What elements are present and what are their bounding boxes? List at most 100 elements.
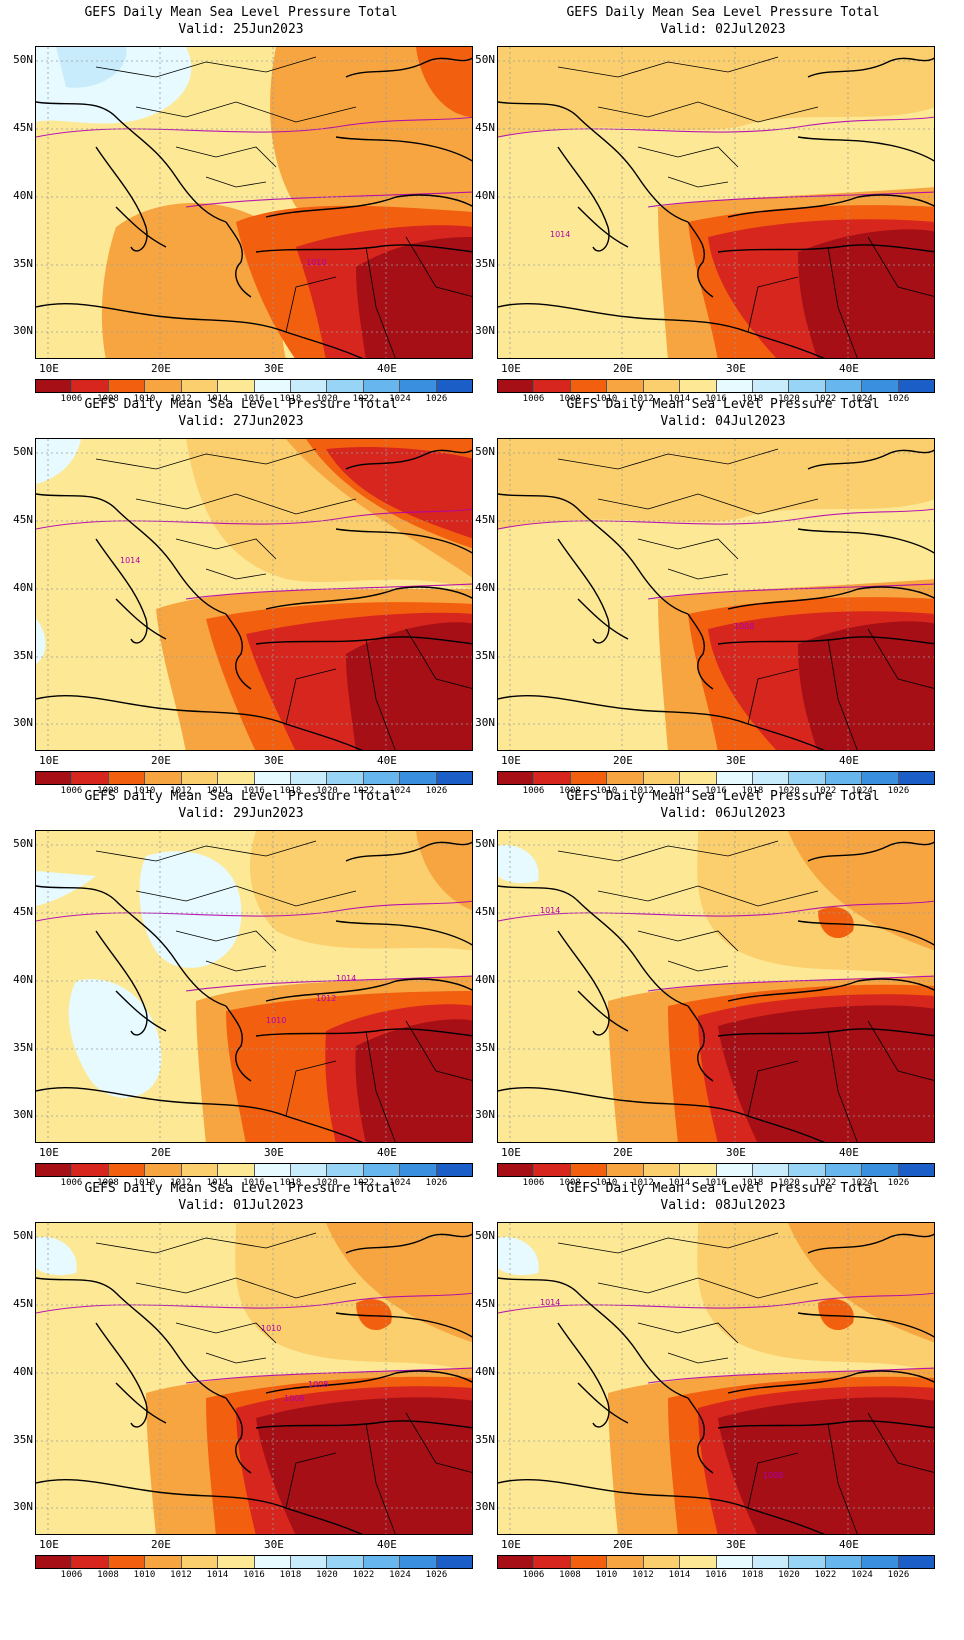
colorbar-swatch bbox=[825, 772, 863, 784]
lat-label: 40N bbox=[475, 973, 495, 986]
map-panel: GEFS Daily Mean Sea Level Pressure Total… bbox=[0, 0, 482, 410]
colorbar-label: 1020 bbox=[778, 786, 800, 796]
lon-label: 20E bbox=[613, 1146, 633, 1159]
colorbar-swatch bbox=[327, 380, 364, 392]
colorbar bbox=[497, 379, 935, 393]
colorbar-swatch bbox=[498, 1556, 535, 1568]
colorbar-label: 1024 bbox=[389, 394, 411, 404]
lon-label: 30E bbox=[264, 362, 284, 375]
colorbar-label: 1008 bbox=[97, 1178, 119, 1188]
lat-label: 30N bbox=[475, 716, 495, 729]
colorbar-swatch bbox=[254, 1556, 291, 1568]
contour-label: 1008 bbox=[284, 1394, 304, 1403]
colorbar-label: 1014 bbox=[206, 1178, 229, 1188]
lat-label: 35N bbox=[475, 1041, 495, 1054]
lon-label: 10E bbox=[39, 1538, 59, 1551]
map-panel: GEFS Daily Mean Sea Level Pressure Total… bbox=[475, 784, 964, 1194]
lon-label: 10E bbox=[501, 362, 521, 375]
lon-label: 20E bbox=[613, 362, 633, 375]
colorbar-swatch bbox=[862, 380, 899, 392]
colorbar-swatch bbox=[400, 1164, 437, 1176]
colorbar-swatch bbox=[789, 380, 826, 392]
colorbar-label: 1006 bbox=[522, 1178, 545, 1188]
colorbar-label: 1016 bbox=[705, 1570, 727, 1580]
colorbar-label: 1014 bbox=[206, 394, 229, 404]
contour-label: 1008 bbox=[734, 622, 754, 631]
colorbar-label: 1016 bbox=[705, 1178, 727, 1188]
colorbar-swatch bbox=[290, 1164, 328, 1176]
colorbar bbox=[35, 1555, 473, 1569]
lon-label: 20E bbox=[151, 362, 171, 375]
map-frame: 1014 bbox=[497, 830, 935, 1143]
colorbar-swatch bbox=[825, 1556, 863, 1568]
colorbar-label: 1026 bbox=[887, 1570, 910, 1580]
lat-label: 30N bbox=[13, 1500, 33, 1513]
contour-label: 1014 bbox=[120, 556, 140, 565]
colorbar-swatch bbox=[643, 1556, 681, 1568]
colorbar bbox=[35, 379, 473, 393]
colorbar-swatch bbox=[643, 772, 681, 784]
map-frame: 1014 1008 bbox=[497, 1222, 935, 1535]
contour-label: 1008 bbox=[308, 1380, 328, 1389]
colorbar-swatch bbox=[363, 772, 401, 784]
colorbar-label: 1026 bbox=[425, 1570, 448, 1580]
colorbar-swatch bbox=[862, 1556, 899, 1568]
lat-label: 40N bbox=[475, 189, 495, 202]
colorbar-label: 1010 bbox=[133, 1570, 156, 1580]
contour-label: 1014 bbox=[550, 230, 570, 239]
colorbar-label: 1018 bbox=[279, 1178, 302, 1188]
pressure-map: 1014 bbox=[36, 439, 472, 750]
colorbar-swatch bbox=[534, 380, 571, 392]
colorbar-swatch bbox=[400, 1556, 437, 1568]
lon-label: 10E bbox=[39, 362, 59, 375]
contour-label: 1014 bbox=[540, 906, 560, 915]
colorbar bbox=[35, 1163, 473, 1177]
panel-valid-date: Valid: 04Jul2023 bbox=[660, 414, 786, 429]
pressure-map: 1014 1012 1010 bbox=[36, 831, 472, 1142]
colorbar-label: 1022 bbox=[352, 786, 375, 796]
colorbar-label: 1024 bbox=[389, 786, 411, 796]
colorbar-swatch bbox=[218, 1164, 255, 1176]
colorbar-swatch bbox=[643, 380, 681, 392]
colorbar-swatch bbox=[145, 1556, 182, 1568]
colorbar-swatch bbox=[72, 380, 109, 392]
colorbar-swatch bbox=[181, 772, 219, 784]
lat-label: 35N bbox=[475, 257, 495, 270]
colorbar-label: 1014 bbox=[668, 394, 691, 404]
lat-label: 30N bbox=[13, 716, 33, 729]
colorbar-swatch bbox=[534, 1164, 571, 1176]
colorbar-swatch bbox=[862, 1164, 899, 1176]
panel-valid-date: Valid: 29Jun2023 bbox=[178, 806, 304, 821]
colorbar bbox=[35, 771, 473, 785]
colorbar-label: 1020 bbox=[316, 1570, 338, 1580]
colorbar-swatch bbox=[643, 1164, 681, 1176]
colorbar-label: 1012 bbox=[170, 1570, 192, 1580]
colorbar-swatch bbox=[290, 1556, 328, 1568]
colorbar-swatch bbox=[752, 1556, 790, 1568]
colorbar-label: 1018 bbox=[741, 1570, 764, 1580]
colorbar-label: 1010 bbox=[595, 394, 618, 404]
colorbar-label: 1020 bbox=[778, 394, 800, 404]
colorbar-label: 1014 bbox=[206, 1570, 229, 1580]
colorbar-label: 1020 bbox=[778, 1570, 800, 1580]
lon-label: 30E bbox=[726, 1146, 746, 1159]
panel-valid-date: Valid: 27Jun2023 bbox=[178, 414, 304, 429]
lat-label: 45N bbox=[475, 1297, 495, 1310]
colorbar-swatch bbox=[498, 380, 535, 392]
colorbar-label: 1020 bbox=[316, 786, 338, 796]
colorbar-swatch bbox=[498, 1164, 535, 1176]
colorbar-label: 1022 bbox=[352, 394, 375, 404]
colorbar-swatch bbox=[436, 1164, 473, 1176]
colorbar-swatch bbox=[145, 772, 182, 784]
lat-label: 50N bbox=[475, 53, 495, 66]
colorbar-swatch bbox=[218, 380, 255, 392]
colorbar-label: 1008 bbox=[559, 1570, 581, 1580]
map-panel: GEFS Daily Mean Sea Level Pressure Total… bbox=[475, 0, 964, 410]
colorbar-swatch bbox=[436, 380, 473, 392]
map-panel: GEFS Daily Mean Sea Level Pressure Total… bbox=[0, 392, 482, 802]
colorbar-label: 1022 bbox=[352, 1178, 375, 1188]
colorbar-swatch bbox=[36, 380, 73, 392]
lon-label: 40E bbox=[377, 754, 397, 767]
lon-label: 40E bbox=[377, 1146, 397, 1159]
lon-label: 10E bbox=[501, 1538, 521, 1551]
